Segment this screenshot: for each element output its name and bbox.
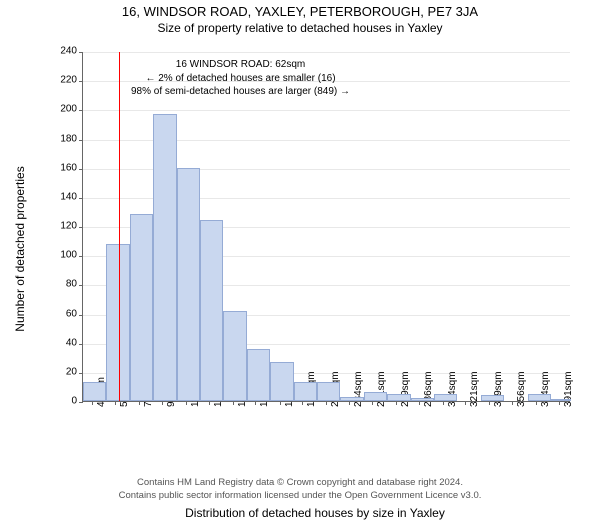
histogram-bar (387, 394, 410, 401)
histogram-bar (247, 349, 270, 402)
x-tick-label: 339sqm (493, 371, 504, 407)
y-tick-label: 160 (60, 162, 77, 173)
y-tick-label: 80 (66, 279, 77, 290)
annotation-line: ← 2% of detached houses are smaller (16) (131, 72, 350, 86)
x-tick-mark (326, 401, 327, 405)
histogram-bar (130, 214, 153, 401)
x-tick-label: 374sqm (540, 371, 551, 407)
chart-container: Number of detached properties 16 WINDSOR… (50, 44, 580, 454)
y-tick-mark (79, 52, 83, 53)
y-axis-label: Number of detached properties (13, 166, 27, 331)
y-tick-label: 100 (60, 250, 77, 261)
property-annotation: 16 WINDSOR ROAD: 62sqm← 2% of detached h… (131, 58, 350, 99)
chart-title: 16, WINDSOR ROAD, YAXLEY, PETERBOROUGH, … (0, 4, 600, 19)
histogram-bar (223, 311, 246, 401)
x-tick-mark (536, 401, 537, 405)
x-tick-mark (512, 401, 513, 405)
y-tick-mark (79, 140, 83, 141)
x-tick-label: 251sqm (376, 371, 387, 407)
x-tick-label: 269sqm (400, 371, 411, 407)
credits-line-1: Contains HM Land Registry data © Crown c… (0, 477, 600, 489)
histogram-bar (481, 395, 504, 401)
histogram-bar (177, 168, 200, 401)
y-tick-label: 180 (60, 133, 77, 144)
histogram-bar (270, 362, 293, 401)
reference-line (119, 52, 120, 401)
x-tick-mark (280, 401, 281, 405)
histogram-bar (411, 398, 434, 401)
y-tick-label: 140 (60, 191, 77, 202)
gridline (83, 52, 570, 53)
y-tick-mark (79, 81, 83, 82)
y-tick-label: 240 (60, 46, 77, 57)
y-tick-label: 200 (60, 104, 77, 115)
x-tick-label: 321sqm (469, 371, 480, 407)
y-tick-mark (79, 256, 83, 257)
annotation-line: 98% of semi-detached houses are larger (… (131, 85, 350, 99)
y-tick-mark (79, 373, 83, 374)
y-tick-label: 220 (60, 75, 77, 86)
y-tick-mark (79, 198, 83, 199)
x-tick-mark (349, 401, 350, 405)
x-tick-mark (465, 401, 466, 405)
histogram-bar (200, 220, 223, 401)
credits-line-2: Contains public sector information licen… (0, 490, 600, 502)
y-tick-mark (79, 402, 83, 403)
x-tick-mark (233, 401, 234, 405)
y-tick-label: 120 (60, 221, 77, 232)
x-tick-mark (302, 401, 303, 405)
x-tick-label: 356sqm (516, 371, 527, 407)
x-axis-label: Distribution of detached houses by size … (185, 506, 445, 520)
histogram-bar (434, 394, 457, 401)
x-tick-mark (489, 401, 490, 405)
histogram-bar (340, 397, 363, 401)
y-tick-mark (79, 315, 83, 316)
gridline (83, 110, 570, 111)
chart-subtitle: Size of property relative to detached ho… (0, 21, 600, 35)
x-tick-mark (372, 401, 373, 405)
y-tick-mark (79, 110, 83, 111)
x-tick-mark (255, 401, 256, 405)
y-tick-label: 60 (66, 308, 77, 319)
x-tick-label: 391sqm (563, 371, 574, 407)
plot-area: 16 WINDSOR ROAD: 62sqm← 2% of detached h… (82, 52, 570, 402)
x-tick-mark (115, 401, 116, 405)
x-tick-mark (209, 401, 210, 405)
y-tick-label: 20 (66, 366, 77, 377)
y-tick-mark (79, 227, 83, 228)
x-tick-label: 234sqm (353, 371, 364, 407)
credits-block: Contains HM Land Registry data © Crown c… (0, 477, 600, 502)
x-tick-mark (396, 401, 397, 405)
histogram-bar (317, 382, 340, 401)
histogram-bar (106, 244, 129, 402)
histogram-bar (551, 399, 571, 401)
x-tick-mark (443, 401, 444, 405)
histogram-bar (83, 382, 106, 401)
x-tick-mark (139, 401, 140, 405)
y-tick-mark (79, 285, 83, 286)
y-tick-mark (79, 169, 83, 170)
x-tick-mark (162, 401, 163, 405)
histogram-bar (364, 392, 387, 401)
histogram-bar (528, 394, 551, 401)
annotation-line: 16 WINDSOR ROAD: 62sqm (131, 58, 350, 72)
y-tick-label: 40 (66, 337, 77, 348)
x-tick-mark (92, 401, 93, 405)
x-tick-mark (419, 401, 420, 405)
histogram-bar (153, 114, 176, 401)
x-tick-label: 304sqm (447, 371, 458, 407)
y-tick-mark (79, 344, 83, 345)
y-tick-label: 0 (71, 396, 77, 407)
histogram-bar (294, 382, 317, 401)
x-tick-mark (186, 401, 187, 405)
x-tick-mark (559, 401, 560, 405)
x-tick-label: 286sqm (423, 371, 434, 407)
